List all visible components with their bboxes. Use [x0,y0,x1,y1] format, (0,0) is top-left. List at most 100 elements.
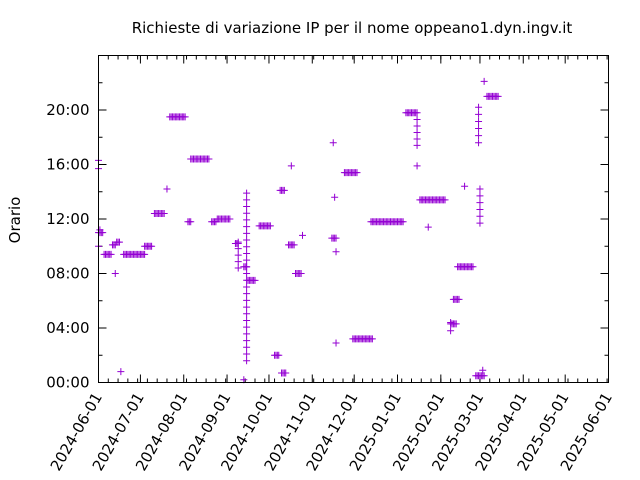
data-point [243,330,251,338]
plot-frame [98,55,609,383]
data-point [243,263,251,271]
data-point [332,234,340,242]
data-point [243,283,251,291]
data-point [441,196,449,204]
data-point [275,351,283,359]
data-point [243,343,251,351]
data-point [447,319,455,327]
data-point [160,210,168,218]
data-point [447,327,455,335]
data-point [187,218,195,226]
y-axis-label: Orario [6,197,24,244]
data-point [266,222,274,230]
data-point [475,139,483,147]
data-point [243,316,251,324]
data-point [455,295,463,303]
data-point [413,122,421,130]
data-point [148,242,156,250]
data-point [479,366,487,374]
data-point [243,350,251,358]
data-point [243,310,251,318]
data-point [234,245,242,253]
data-point [476,185,484,193]
data-point [96,226,104,234]
data-point [332,248,340,256]
data-point [475,125,483,133]
data-point [413,135,421,143]
data-point [234,238,242,246]
data-point [413,128,421,136]
data-point [243,216,251,224]
data-point [243,223,251,231]
data-point [234,258,242,266]
data-point [163,185,171,193]
data-point [413,116,421,124]
data-point [413,109,421,117]
data-point [413,162,421,170]
data-point [243,270,251,278]
data-point [452,320,460,328]
data-point [141,250,149,258]
data-point [494,92,502,100]
data-point [243,203,251,211]
y-tick-label: 12:00 [46,210,89,228]
data-point [329,139,337,147]
data-point [205,155,213,163]
chart-title: Richieste di variazione IP per il nome o… [132,19,573,37]
y-tick-label: 16:00 [46,156,89,174]
data-point [243,229,251,237]
data-point [476,199,484,207]
data-point [243,303,251,311]
data-point [243,209,251,217]
data-point [287,162,295,170]
data-point [181,113,189,121]
data-point [234,251,242,259]
x-tick-labels: 2024-06-012024-07-012024-08-012024-09-01… [47,390,616,475]
data-point [476,212,484,220]
data-point [368,335,376,343]
data-point [243,189,251,197]
data-point [243,290,251,298]
data-point [243,357,251,365]
y-tick-label: 04:00 [46,319,89,337]
data-point [424,223,432,231]
minor-ticks [98,55,609,383]
y-tick-label: 20:00 [46,101,89,119]
data-point [226,215,234,223]
data-point [299,231,306,239]
data-point [243,243,251,251]
data-point [332,339,340,347]
data-point [115,238,123,246]
data-point [243,256,251,264]
data-point [243,236,251,244]
major-ticks [98,55,609,383]
data-point [243,249,251,257]
data-point [243,196,251,204]
y-tick-label: 00:00 [46,374,89,392]
data-point [297,270,305,277]
data-point [331,193,339,201]
data-point [353,169,361,177]
data-point [475,132,483,140]
data-point [282,369,290,377]
data-point [280,186,288,194]
y-tick-label: 08:00 [46,265,89,283]
data-point [243,296,251,304]
data-point [111,270,119,277]
data-point [476,192,484,200]
data-marks [95,77,502,384]
data-point [243,323,251,331]
data-point [117,368,125,376]
data-point [469,263,477,271]
data-point [475,110,483,118]
data-point [251,276,259,284]
data-point [243,276,251,284]
data-point [290,241,298,249]
data-point [461,182,469,190]
data-point [475,117,483,125]
data-point [413,141,421,149]
data-point [399,218,407,226]
data-point [480,77,488,85]
data-point [475,103,483,111]
